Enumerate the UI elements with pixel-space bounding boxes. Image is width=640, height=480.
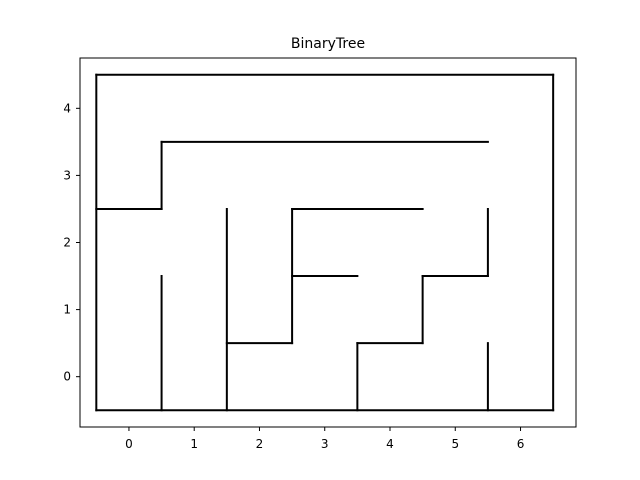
y-tick-label-3: 3 — [63, 168, 71, 182]
chart-title: BinaryTree — [291, 36, 365, 52]
x-tick-label-4: 4 — [386, 437, 394, 451]
y-tick-label-2: 2 — [63, 236, 71, 250]
x-tick-label-0: 0 — [125, 437, 133, 451]
x-tick-label-6: 6 — [517, 437, 525, 451]
maze-walls — [95, 73, 555, 412]
x-tick-label-5: 5 — [451, 437, 459, 451]
x-tick-label-1: 1 — [190, 437, 198, 451]
plot-frame — [79, 57, 577, 428]
y-tick-label-1: 1 — [63, 303, 71, 317]
x-axis: 0 1 2 3 4 5 6 — [125, 427, 524, 451]
y-tick-label-4: 4 — [63, 101, 71, 115]
y-tick-label-0: 0 — [63, 370, 71, 384]
plot-area — [79, 57, 577, 428]
x-tick-label-3: 3 — [321, 437, 329, 451]
y-axis: 0 1 2 3 4 — [63, 101, 80, 384]
x-tick-label-2: 2 — [256, 437, 264, 451]
